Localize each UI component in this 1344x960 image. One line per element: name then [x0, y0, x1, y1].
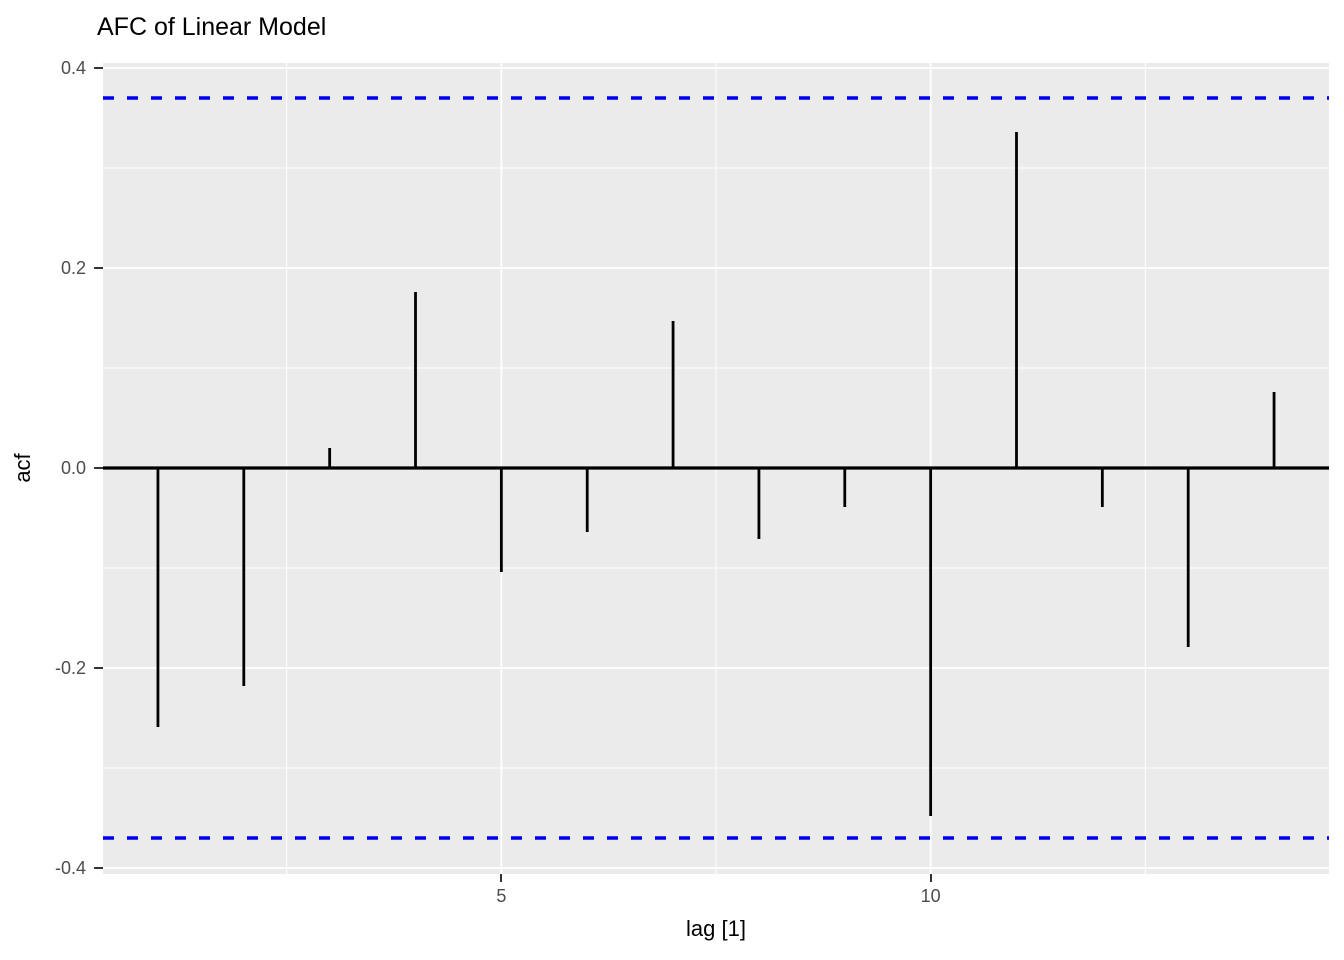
y-tick-mark: [94, 267, 103, 269]
x-tick-mark: [929, 874, 932, 882]
x-tick-label: 10: [920, 886, 941, 906]
x-axis-title: lag [1]: [686, 916, 746, 941]
y-tick-label: 0.2: [60, 258, 86, 278]
y-tick-mark: [94, 667, 103, 669]
acf-chart-canvas: [103, 63, 1329, 874]
plot-panel: [103, 63, 1329, 874]
x-tick-mark: [500, 874, 503, 882]
y-tick-mark: [94, 467, 103, 469]
y-tick-label: 0.0: [60, 458, 86, 478]
y-tick-label: 0.4: [60, 58, 86, 78]
plot-title: AFC of Linear Model: [97, 13, 327, 41]
y-tick-label: -0.2: [54, 658, 86, 678]
y-tick-mark: [94, 867, 103, 869]
y-tick-label: -0.4: [54, 858, 86, 878]
x-tick-label: 5: [496, 886, 507, 906]
y-tick-mark: [94, 67, 103, 69]
